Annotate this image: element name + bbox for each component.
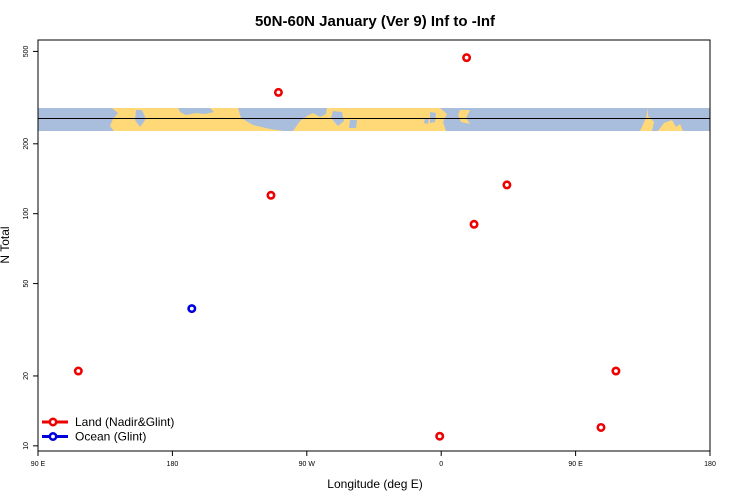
land-point <box>596 422 606 432</box>
legend-label: Land (Nadir&Glint) <box>75 415 174 429</box>
land-point <box>73 366 83 376</box>
y-tick-label: 20 <box>23 372 30 380</box>
ocean-point <box>187 304 197 314</box>
plot-frame <box>37 39 711 452</box>
x-tick-label: 0 <box>439 461 443 468</box>
world-map-strip <box>38 108 710 131</box>
y-axis: 10 20 50 100 200 500 <box>23 45 38 450</box>
map-sea-inlet <box>458 110 470 124</box>
y-tick-label: 10 <box>23 442 30 450</box>
map-landmass <box>430 112 436 123</box>
x-axis-label: Longitude (deg E) <box>327 477 422 491</box>
y-tick-label: 200 <box>23 138 30 150</box>
x-tick-label: 90 E <box>31 461 46 468</box>
map-landmass <box>424 118 429 124</box>
y-tick-label: 100 <box>23 208 30 220</box>
x-tick-label: 90 W <box>299 461 316 468</box>
legend-marker <box>48 417 58 427</box>
y-tick-label: 500 <box>23 45 30 57</box>
map-landmass <box>648 108 710 131</box>
map-landmass <box>178 108 214 115</box>
map-landmass <box>38 108 118 131</box>
land-point <box>462 53 472 63</box>
x-tick-label: 180 <box>167 461 179 468</box>
land-point <box>469 219 479 229</box>
land-point <box>502 180 512 190</box>
land-point <box>273 87 283 97</box>
map-landmass <box>440 108 648 131</box>
legend-marker <box>48 431 58 441</box>
y-tick-label: 50 <box>23 280 30 288</box>
chart-title: 50N-60N January (Ver 9) Inf to -Inf <box>255 13 496 30</box>
data-points <box>73 53 621 441</box>
y-axis-label: N Total <box>0 226 12 263</box>
x-axis: 90 E 180 90 W 0 90 E 180 <box>31 451 716 468</box>
map-landmass <box>238 108 327 131</box>
land-point <box>611 366 621 376</box>
legend: Land (Nadir&Glint)Ocean (Glint) <box>42 415 174 444</box>
land-point <box>435 431 445 441</box>
map-landmass <box>349 120 357 128</box>
x-tick-label: 90 E <box>568 461 583 468</box>
land-point <box>266 190 276 200</box>
legend-label: Ocean (Glint) <box>75 430 146 444</box>
x-tick-label: 180 <box>704 461 716 468</box>
